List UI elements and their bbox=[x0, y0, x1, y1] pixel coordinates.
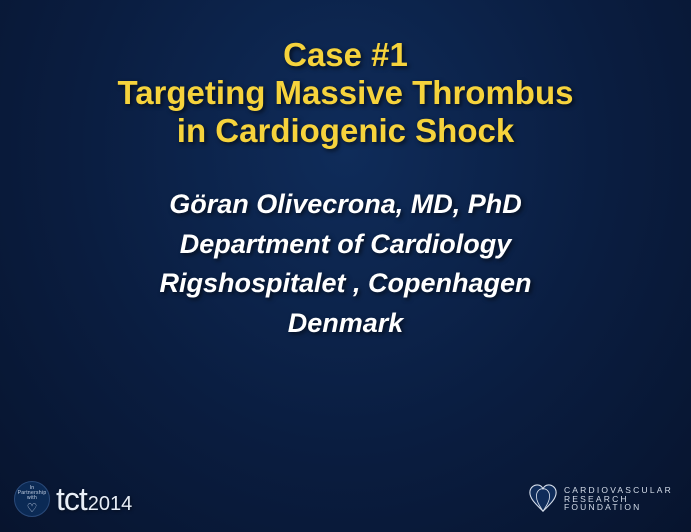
author-block: Göran Olivecrona, MD, PhD Department of … bbox=[0, 188, 691, 341]
tct-mark: tct 2014 bbox=[56, 481, 132, 518]
author-hospital: Rigshospitalet , Copenhagen bbox=[0, 267, 691, 301]
crf-heart-icon bbox=[528, 484, 558, 514]
crf-line-3: FOUNDATION bbox=[564, 503, 673, 512]
tct-logo: In Partnership with ♡ tct 2014 bbox=[14, 481, 132, 518]
title-line-3: in Cardiogenic Shock bbox=[0, 112, 691, 150]
title-line-1: Case #1 bbox=[0, 36, 691, 74]
tct-text: tct bbox=[56, 481, 87, 518]
author-country: Denmark bbox=[0, 307, 691, 341]
partner-badge: In Partnership with ♡ bbox=[14, 481, 50, 517]
title-block: Case #1 Targeting Massive Thrombus in Ca… bbox=[0, 36, 691, 150]
author-department: Department of Cardiology bbox=[0, 228, 691, 262]
author-name: Göran Olivecrona, MD, PhD bbox=[0, 188, 691, 222]
tct-year: 2014 bbox=[88, 493, 133, 516]
presentation-slide: Case #1 Targeting Massive Thrombus in Ca… bbox=[0, 0, 691, 532]
slide-footer: In Partnership with ♡ tct 2014 CARDIOVAS… bbox=[0, 476, 691, 532]
crf-text: CARDIOVASCULAR RESEARCH FOUNDATION bbox=[564, 486, 673, 513]
slide-content: Case #1 Targeting Massive Thrombus in Ca… bbox=[0, 0, 691, 476]
partner-badge-heart-icon: ♡ bbox=[27, 502, 38, 514]
crf-logo: CARDIOVASCULAR RESEARCH FOUNDATION bbox=[528, 484, 673, 514]
title-line-2: Targeting Massive Thrombus bbox=[0, 74, 691, 112]
partner-badge-text: In Partnership with bbox=[15, 485, 49, 501]
